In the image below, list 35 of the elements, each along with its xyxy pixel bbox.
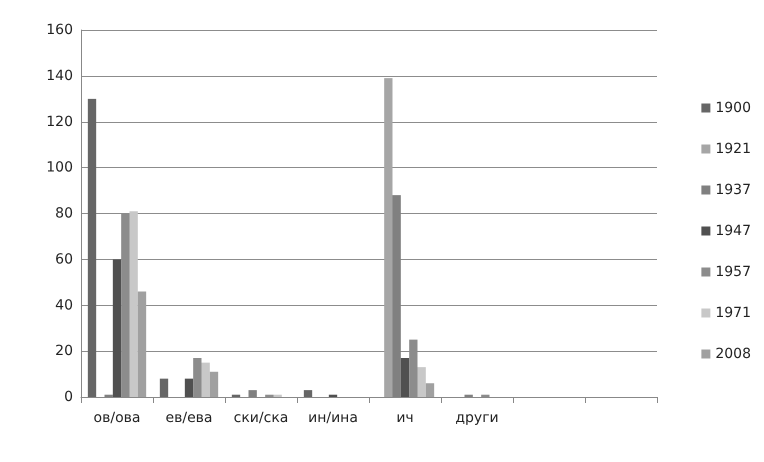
bar <box>138 291 146 397</box>
legend-label: 2008 <box>715 346 752 362</box>
y-tick-label: 80 <box>55 206 73 222</box>
y-tick-label: 40 <box>55 297 73 314</box>
x-tick-label: ич <box>396 410 414 426</box>
bar <box>426 383 434 397</box>
bar <box>184 378 194 397</box>
bar <box>400 358 410 397</box>
y-tick-label: 100 <box>46 160 73 176</box>
legend-label: 1947 <box>715 223 752 239</box>
legend-label: 1937 <box>715 182 752 198</box>
x-tick-label: ски/ска <box>234 410 288 426</box>
bar <box>201 362 210 397</box>
bar <box>88 98 96 397</box>
bar <box>112 259 122 397</box>
legend-label: 1921 <box>715 141 752 157</box>
x-tick-label: ов/ова <box>94 410 140 426</box>
legend-label: 1900 <box>715 100 752 116</box>
x-tick-label: ин/ина <box>308 410 358 426</box>
bar <box>417 367 426 397</box>
bar <box>210 372 218 397</box>
y-tick-label: 0 <box>64 389 73 405</box>
x-tick-label: други <box>455 410 499 426</box>
y-tick-label: 140 <box>46 68 73 84</box>
y-tick-label: 120 <box>46 114 73 130</box>
y-tick-label: 60 <box>55 251 73 268</box>
legend-label: 1971 <box>715 305 752 321</box>
bar <box>160 378 168 397</box>
bar <box>129 211 138 397</box>
y-tick-label: 160 <box>46 22 73 38</box>
legend-label: 1957 <box>715 264 752 280</box>
bar <box>304 390 312 397</box>
bar <box>384 78 393 397</box>
y-tick-label: 20 <box>55 343 73 360</box>
x-tick-label: ев/ева <box>165 410 213 426</box>
